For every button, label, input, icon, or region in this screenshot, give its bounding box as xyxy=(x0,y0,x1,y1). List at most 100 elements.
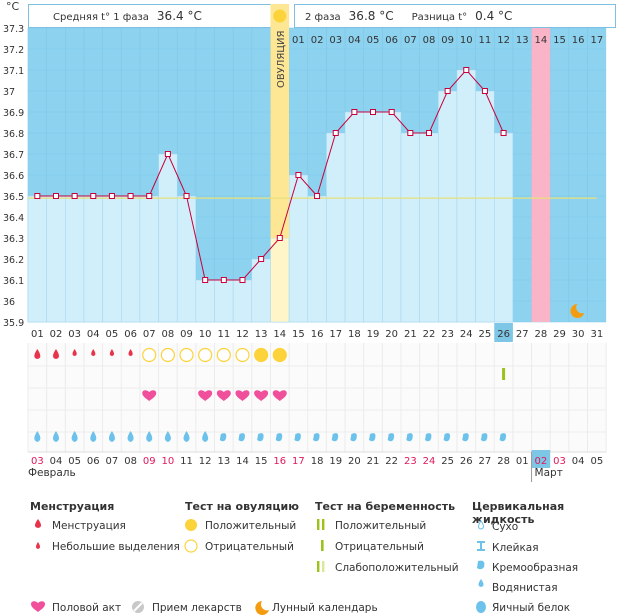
diff-value: 0.4 °C xyxy=(475,9,513,23)
moon-icon xyxy=(255,601,269,615)
calendar-date: 06 xyxy=(87,456,100,467)
y-tick-label: 36.8 xyxy=(3,129,24,140)
day-label: 20 xyxy=(385,329,398,340)
fluid-dry-icon xyxy=(387,433,395,442)
day-label: 28 xyxy=(535,329,548,340)
temp-point xyxy=(276,235,283,241)
calendar-date: 05 xyxy=(68,456,81,467)
legend-pregtest-weak: Слабоположительный xyxy=(335,562,459,574)
day-label: 23 xyxy=(441,329,454,340)
calendar-date: 13 xyxy=(217,456,230,467)
temp-point xyxy=(220,277,227,283)
ovtest-negative-icon xyxy=(198,347,213,363)
y-tick-label: 37.2 xyxy=(3,45,24,56)
heart-icon xyxy=(254,390,269,401)
temp-point xyxy=(425,130,432,136)
day-label: 18 xyxy=(348,329,361,340)
calendar-date: 04 xyxy=(50,456,63,467)
temp-bar xyxy=(102,195,122,323)
legend-menstruation-title: Менструация xyxy=(30,500,115,513)
temp-bar xyxy=(232,279,253,323)
fluid-dry-icon xyxy=(369,433,376,442)
temp-point xyxy=(127,193,134,199)
fluid-watery-icon xyxy=(71,431,78,442)
temp-bar xyxy=(195,279,215,323)
day-label: 03 xyxy=(68,329,81,340)
temp-point xyxy=(108,193,115,199)
temp-bar xyxy=(121,195,141,323)
temp-point xyxy=(500,130,507,136)
temp-bar xyxy=(326,132,346,323)
day-label: 11 xyxy=(217,329,230,340)
calendar-date: 12 xyxy=(199,456,212,467)
pregtest-weak-icon xyxy=(317,561,320,572)
y-tick-label: 36.3 xyxy=(3,234,24,245)
fluid-dry-icon xyxy=(480,433,488,442)
fluid-dry-icon xyxy=(219,433,227,442)
spotting-drop-icon xyxy=(109,349,115,356)
ovulation-label: ОВУЛЯЦИЯ xyxy=(276,31,287,89)
heart-icon xyxy=(31,601,45,612)
calendar-date: 11 xyxy=(180,456,193,467)
calendar-date: 08 xyxy=(124,456,137,467)
y-tick-label: 36.2 xyxy=(3,255,24,266)
cycle-day-top-label: 01 xyxy=(292,35,305,46)
legend-ovtest-positive: Положительный xyxy=(205,520,297,532)
calendar-date: 09 xyxy=(143,456,156,467)
cycle-day-top-label: 05 xyxy=(367,35,380,46)
fluid-watery-icon xyxy=(478,579,484,587)
calendar-date: 17 xyxy=(292,456,305,467)
temp-bar xyxy=(46,195,66,323)
fluid-dry-icon xyxy=(443,433,451,442)
temp-bar xyxy=(83,195,103,323)
y-tick-label: 36.9 xyxy=(3,108,24,119)
day-label: 15 xyxy=(292,329,305,340)
calendar-date: 14 xyxy=(236,456,249,467)
temp-point xyxy=(90,193,97,199)
month-change-marker xyxy=(531,450,551,468)
heart-icon xyxy=(142,390,157,401)
temp-point xyxy=(463,67,470,73)
calendar-date: 22 xyxy=(385,456,398,467)
day-label: 16 xyxy=(311,329,324,340)
day-label: 02 xyxy=(50,329,63,340)
fluid-dry-icon xyxy=(313,433,320,442)
temp-bar xyxy=(400,132,420,323)
temp-bar xyxy=(494,132,514,323)
fluid-watery-icon xyxy=(90,431,97,442)
calendar-date: 01 xyxy=(516,456,529,467)
calendar-date: 18 xyxy=(311,456,324,467)
drop-icon xyxy=(35,519,41,528)
temp-bar xyxy=(214,279,234,323)
phase1-label: Средняя t° 1 фаза xyxy=(53,12,149,23)
y-tick-label: 36.1 xyxy=(3,276,24,287)
temp-point xyxy=(146,193,153,199)
y-tick-label: 37.3 xyxy=(3,24,24,35)
fluid-watery-icon xyxy=(127,431,134,442)
temp-line xyxy=(37,69,505,281)
calendar-date: 15 xyxy=(255,456,268,467)
cycle-day-top-label: 11 xyxy=(479,35,492,46)
day-label: 25 xyxy=(479,329,492,340)
day-label: 08 xyxy=(162,329,175,340)
calendar-date: 27 xyxy=(479,456,492,467)
day-label: 30 xyxy=(572,329,585,340)
ovtest-negative-icon xyxy=(216,347,231,363)
cycle-day-top-label: 07 xyxy=(404,35,417,46)
temp-bar xyxy=(65,195,85,323)
temp-bar xyxy=(176,195,197,323)
temp-bar xyxy=(27,195,47,323)
temp-bar xyxy=(139,195,159,323)
calendar-date: 05 xyxy=(590,456,603,467)
temp-bar xyxy=(158,153,178,323)
calendar-date: 24 xyxy=(423,456,436,467)
temp-point xyxy=(258,256,265,262)
legend-fluid-watery: Водянистая xyxy=(492,582,558,594)
legend-moon: Лунный календарь xyxy=(272,602,378,614)
fluid-dry-icon xyxy=(478,520,484,530)
temp-point xyxy=(71,193,78,199)
fluid-creamy-icon xyxy=(477,560,485,570)
calendar-date: 19 xyxy=(329,456,342,467)
legend-fluid-eggwhite: Яичный белок xyxy=(492,602,571,614)
temp-point xyxy=(164,151,171,157)
